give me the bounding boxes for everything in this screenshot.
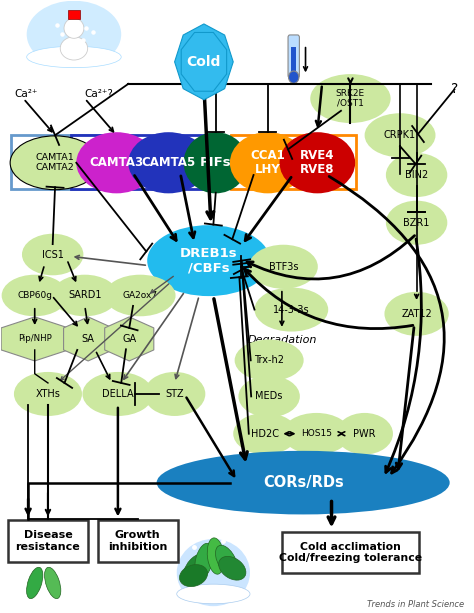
Text: CRPK1: CRPK1 (384, 130, 416, 140)
Ellipse shape (230, 132, 306, 193)
Ellipse shape (365, 113, 436, 158)
Text: HOS15: HOS15 (301, 429, 332, 438)
Text: BTF3s: BTF3s (269, 262, 298, 272)
Text: CBP60g: CBP60g (17, 291, 52, 300)
Text: GA2ox7: GA2ox7 (123, 291, 158, 300)
Text: ZAT12: ZAT12 (401, 309, 432, 319)
Ellipse shape (27, 1, 121, 68)
FancyBboxPatch shape (71, 135, 214, 189)
FancyBboxPatch shape (8, 520, 88, 562)
Ellipse shape (1, 275, 68, 316)
Text: 14-3-3s: 14-3-3s (273, 305, 310, 314)
Text: Ca²⁺?: Ca²⁺? (85, 89, 114, 99)
Polygon shape (1, 317, 68, 361)
Ellipse shape (386, 200, 447, 245)
FancyBboxPatch shape (231, 135, 356, 189)
Text: ICS1: ICS1 (42, 249, 64, 259)
Ellipse shape (386, 153, 447, 197)
Text: PIFs: PIFs (200, 156, 231, 169)
Ellipse shape (238, 376, 300, 417)
Ellipse shape (283, 413, 350, 454)
Text: Pip/NHP: Pip/NHP (18, 335, 52, 343)
Text: CAMTA1
CAMTA2: CAMTA1 CAMTA2 (36, 153, 74, 172)
Ellipse shape (180, 565, 208, 587)
Text: DELLA: DELLA (102, 389, 134, 399)
Polygon shape (181, 32, 227, 91)
Ellipse shape (177, 539, 250, 606)
Text: SRK2E
/OST1: SRK2E /OST1 (336, 89, 365, 108)
Ellipse shape (22, 234, 83, 275)
Ellipse shape (156, 451, 450, 514)
FancyBboxPatch shape (292, 47, 296, 74)
Ellipse shape (14, 372, 82, 416)
Ellipse shape (10, 136, 100, 189)
Ellipse shape (384, 292, 449, 336)
Text: Disease
resistance: Disease resistance (16, 530, 80, 552)
Ellipse shape (184, 40, 224, 84)
Ellipse shape (64, 18, 84, 38)
Text: CORs/RDs: CORs/RDs (263, 475, 344, 490)
Text: Cold acclimation
Cold/freezing tolerance: Cold acclimation Cold/freezing tolerance (279, 541, 422, 563)
Ellipse shape (147, 225, 270, 296)
Ellipse shape (76, 132, 156, 193)
Text: ?: ? (451, 82, 458, 96)
Ellipse shape (233, 413, 298, 454)
Ellipse shape (128, 132, 209, 193)
Ellipse shape (183, 132, 248, 193)
Ellipse shape (289, 71, 299, 83)
Ellipse shape (207, 538, 224, 574)
FancyBboxPatch shape (288, 35, 300, 78)
Ellipse shape (219, 557, 246, 580)
Ellipse shape (235, 340, 304, 381)
Text: STZ: STZ (165, 389, 184, 399)
FancyBboxPatch shape (98, 520, 178, 562)
Ellipse shape (310, 74, 391, 123)
Text: BIN2: BIN2 (405, 170, 428, 180)
Text: HD2C: HD2C (251, 428, 279, 439)
Text: Ca²⁺: Ca²⁺ (15, 89, 38, 99)
Text: CAMTA5: CAMTA5 (141, 156, 196, 169)
Ellipse shape (216, 546, 237, 577)
Text: BZR1: BZR1 (403, 218, 430, 227)
Text: Trx-h2: Trx-h2 (254, 356, 284, 365)
Text: Cold: Cold (187, 55, 221, 69)
Ellipse shape (105, 275, 175, 316)
FancyBboxPatch shape (68, 10, 80, 19)
Text: SARD1: SARD1 (68, 291, 101, 300)
Ellipse shape (249, 245, 318, 289)
Polygon shape (174, 24, 233, 100)
Text: GA: GA (122, 334, 137, 344)
Ellipse shape (183, 554, 208, 582)
Ellipse shape (177, 584, 250, 604)
FancyBboxPatch shape (11, 135, 99, 189)
Text: CAMTA3: CAMTA3 (90, 156, 144, 169)
Text: PWR: PWR (353, 428, 376, 439)
Text: CCA1
LHY: CCA1 LHY (250, 150, 285, 177)
Ellipse shape (45, 567, 61, 599)
Ellipse shape (195, 543, 213, 579)
Text: Degradation: Degradation (247, 335, 317, 345)
Ellipse shape (52, 275, 118, 316)
Polygon shape (105, 317, 154, 361)
Text: Growth
inhibition: Growth inhibition (108, 530, 167, 552)
Ellipse shape (82, 372, 154, 416)
Text: MEDs: MEDs (255, 392, 283, 402)
Ellipse shape (280, 132, 355, 193)
Text: XTHs: XTHs (36, 389, 60, 399)
Text: DREB1s
/CBFs: DREB1s /CBFs (180, 247, 237, 274)
Text: Trends in Plant Science: Trends in Plant Science (367, 600, 464, 609)
Ellipse shape (27, 567, 43, 599)
Text: RVE4
RVE8: RVE4 RVE8 (300, 150, 335, 177)
Polygon shape (64, 317, 113, 361)
FancyBboxPatch shape (282, 531, 419, 573)
Ellipse shape (255, 287, 328, 332)
Ellipse shape (60, 37, 88, 60)
Ellipse shape (27, 46, 121, 67)
Ellipse shape (144, 372, 205, 416)
Ellipse shape (336, 413, 393, 454)
Text: SA: SA (82, 334, 95, 344)
